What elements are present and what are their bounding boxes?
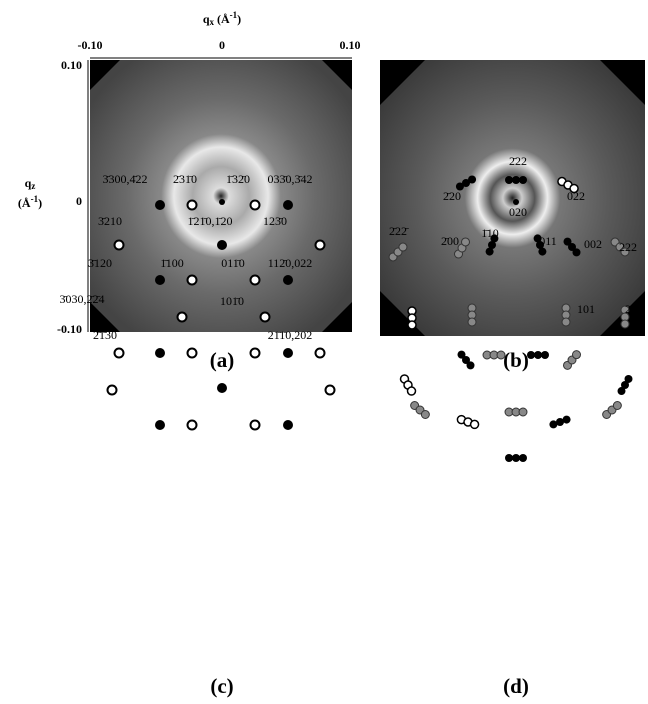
x-tick-label: -0.10 xyxy=(78,38,103,52)
index-label: 2̄00 xyxy=(441,234,459,248)
reflection-dot xyxy=(572,248,580,256)
reflection-dot xyxy=(408,387,416,395)
reflection-dot xyxy=(541,351,549,359)
reflection-dot xyxy=(625,375,633,383)
reflection-dot xyxy=(497,351,505,359)
reflection-dot xyxy=(188,201,197,210)
reflection-dot xyxy=(283,348,293,358)
reflection-dot xyxy=(251,421,260,430)
reflection-dot xyxy=(399,243,407,251)
index-label: 2̄20 xyxy=(443,189,461,203)
reflection-dot xyxy=(316,241,325,250)
index-label: 1̄10 xyxy=(481,226,499,240)
reflection-dot xyxy=(115,241,124,250)
reflection-dot xyxy=(108,386,117,395)
panel-label: (c) xyxy=(210,674,233,698)
reflection-dot xyxy=(462,238,470,246)
reflection-dot xyxy=(519,454,527,462)
index-label: 222 xyxy=(619,240,637,254)
index-label: 2̄22 xyxy=(509,154,527,168)
reflection-dot xyxy=(178,313,187,322)
reflection-dot xyxy=(217,240,227,250)
reflection-dot xyxy=(340,312,350,322)
index-label: 3̄210 xyxy=(98,214,122,228)
index-label: 020 xyxy=(509,205,527,219)
reflection-dot xyxy=(534,351,542,359)
index-label: 2̄22̄ xyxy=(389,224,409,238)
reflection-dot xyxy=(468,176,476,184)
index-label: 011 xyxy=(539,234,557,248)
reflection-dot xyxy=(155,348,165,358)
index-label: 3̄120 xyxy=(88,256,112,270)
reflection-dot xyxy=(251,349,260,358)
reflection-dot xyxy=(468,318,476,326)
y-tick-label: 0.10 xyxy=(61,58,82,72)
index-label: 011̄0 xyxy=(221,256,245,270)
reflection-dot xyxy=(466,361,474,369)
index-label: 3̄030,2̄2̄4 xyxy=(60,292,105,306)
y-tick-label: 0 xyxy=(76,194,82,208)
reflection-dot xyxy=(563,416,571,424)
index-label: 123̄0 xyxy=(263,214,287,228)
reflection-dot xyxy=(115,349,124,358)
reflection-dot xyxy=(155,275,165,285)
reflection-dot xyxy=(527,351,535,359)
reflection-dot xyxy=(572,351,580,359)
panel-label: (d) xyxy=(503,674,529,698)
reflection-dot xyxy=(505,454,513,462)
reflection-dot xyxy=(613,402,621,410)
reflection-dot xyxy=(283,200,293,210)
reflection-dot xyxy=(538,248,546,256)
figure: qx (Å-1) qz (Å-1) -0.10 0 0.10 0.10 0 -0.10 (a… xyxy=(0,0,648,704)
reflection-dot xyxy=(251,276,260,285)
x-tick-label: 0 xyxy=(219,38,225,52)
reflection-dot xyxy=(251,201,260,210)
reflection-dot xyxy=(188,276,197,285)
index-label: 112̄0,022 xyxy=(268,256,313,270)
panel-label: (b) xyxy=(503,348,529,372)
index-label: 2̄1̄30 xyxy=(93,328,117,342)
index-label: 101 xyxy=(577,302,595,316)
reflection-dot xyxy=(155,200,165,210)
index-label: 033̄0,3̄42 xyxy=(268,172,313,186)
x-axis-label: qx (Å-1) xyxy=(203,10,241,27)
reflection-dot xyxy=(316,349,325,358)
y-tick-label: -0.10 xyxy=(57,322,82,336)
reflection-dot xyxy=(188,349,197,358)
x-tick-label: 0.10 xyxy=(340,38,361,52)
panel-label: (a) xyxy=(210,348,235,372)
reflection-dot xyxy=(471,420,479,428)
index-label: 101̄0 xyxy=(220,294,244,308)
index-label: 022 xyxy=(567,189,585,203)
index-label: 1̄100 xyxy=(160,256,184,270)
reflection-dot xyxy=(155,420,165,430)
index-label: 3̄300,4̄22 xyxy=(103,172,148,186)
index-label: 1̄32̄0 xyxy=(226,172,250,186)
pattern-b xyxy=(380,60,645,336)
index-label: 21̄1̄0,202 xyxy=(268,328,313,342)
reflection-dot xyxy=(283,275,293,285)
y-axis-label: qz xyxy=(25,176,36,191)
reflection-dot xyxy=(505,176,513,184)
reflection-dot xyxy=(512,176,520,184)
index-label: 1̄21̄0,1̄20 xyxy=(188,214,233,228)
reflection-dot xyxy=(421,410,429,418)
reflection-dot xyxy=(562,318,570,326)
reflection-dot xyxy=(188,421,197,430)
reflection-dot xyxy=(519,176,527,184)
index-label: 002 xyxy=(584,237,602,251)
pattern-a xyxy=(90,60,352,332)
reflection-dot xyxy=(512,454,520,462)
reflection-dot xyxy=(283,420,293,430)
reflection-dot xyxy=(408,321,416,329)
reflection-dot xyxy=(519,408,527,416)
index-label: 202 xyxy=(625,302,643,316)
reflection-dot xyxy=(621,320,629,328)
y-axis-unit: (Å-1) xyxy=(18,194,42,210)
index-label: 2̄31̄0 xyxy=(173,172,197,186)
reflection-dot xyxy=(326,386,335,395)
reflection-dot xyxy=(92,312,102,322)
reflection-dot xyxy=(217,383,227,393)
reflection-dot xyxy=(261,313,270,322)
